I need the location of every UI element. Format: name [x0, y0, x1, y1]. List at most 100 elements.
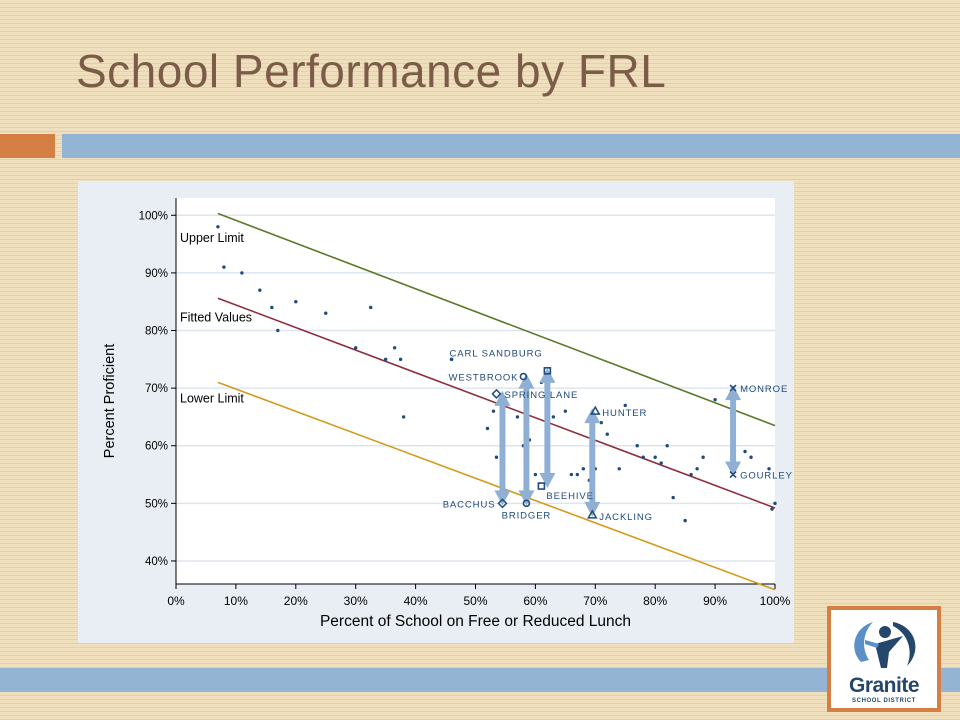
data-point: [749, 455, 753, 459]
comparison-arrow: [494, 390, 511, 506]
data-point: [551, 415, 556, 419]
line-label: Lower Limit: [180, 392, 244, 406]
y-axis-title: Percent Proficient: [102, 344, 118, 458]
comparison-arrow: [539, 367, 556, 489]
x-axis-title: Percent of School on Free or Reduced Lun…: [320, 613, 631, 630]
line-upper-limit: [217, 212, 776, 427]
x-tick-label: 100%: [760, 594, 791, 608]
y-tick-label: 60%: [145, 441, 168, 453]
school-marker: [729, 470, 737, 479]
school-marker: [590, 405, 601, 415]
school-label: BACCHUS: [443, 499, 496, 510]
data-point: [354, 346, 358, 350]
arrow-head-up: [539, 367, 556, 383]
y-tick-label: 100%: [139, 210, 168, 222]
accent-bar-orange: [0, 134, 55, 158]
x-tick-label: 60%: [523, 594, 547, 608]
data-point: [276, 328, 280, 333]
x-tick-label: 30%: [344, 594, 368, 608]
x-tick-label: 50%: [463, 594, 487, 608]
data-point: [713, 397, 717, 402]
data-point: [270, 305, 274, 310]
data-point: [398, 357, 403, 362]
logo-emblem-icon: [854, 622, 916, 668]
chart-panel: 40% 50% 60% 70% 80% 90% 100% 0% 10% 20% 30% 40% 50% 6…: [78, 181, 794, 643]
logo-subtitle: SCHOOL DISTRICT: [852, 698, 916, 704]
school-label: HUNTER: [602, 408, 647, 419]
data-point: [617, 467, 621, 471]
data-point: [491, 409, 496, 413]
data-point: [683, 518, 687, 523]
line-label: Upper Limit: [180, 231, 244, 245]
data-point: [383, 357, 388, 362]
data-point: [494, 455, 499, 459]
logo-wordmark: Granite: [848, 674, 920, 697]
x-tick-label: 0%: [167, 594, 185, 608]
data-point: [773, 501, 777, 506]
data-point: [324, 311, 328, 315]
line-lower-limit: [217, 381, 776, 591]
comparison-arrows: [494, 367, 742, 517]
data-point: [368, 305, 373, 310]
school-marker: [543, 367, 552, 375]
school-label: BEEHIVE: [546, 491, 593, 502]
data-point: [581, 467, 586, 471]
y-tick-label: 70%: [145, 383, 168, 395]
school-marker: [449, 357, 454, 362]
school-marker: [497, 498, 508, 509]
data-point: [485, 426, 490, 431]
grid-lines: [171, 198, 776, 589]
data-point: [743, 449, 747, 454]
data-point: [258, 288, 262, 292]
school-label: BRIDGER: [502, 510, 552, 521]
plot-area: [176, 198, 775, 584]
x-tick-label: 20%: [284, 594, 308, 608]
labeled-school-markers: [449, 357, 737, 519]
school-marker: [522, 499, 531, 508]
arrow-head-up: [518, 373, 535, 389]
data-point: [401, 415, 406, 419]
data-point: [515, 415, 520, 419]
accent-bar-blue-bottom: [0, 668, 960, 692]
slide-title: School Performance by FRL: [76, 45, 667, 97]
chart-text: 40% 50% 60% 70% 80% 90% 100% 0% 10% 20% 30% 40% 50% 6…: [102, 210, 793, 630]
data-point: [635, 444, 639, 448]
data-point: [689, 472, 693, 477]
scatter-chart: 40% 50% 60% 70% 80% 90% 100% 0% 10% 20% 30% 40% 50% 6…: [102, 198, 793, 630]
arrow-head-up: [494, 390, 511, 406]
data-point: [641, 455, 645, 459]
arrow-head-down: [518, 490, 535, 506]
school-label: GOURLEY: [740, 471, 793, 482]
school-label: MONROE: [740, 384, 788, 395]
data-point: [575, 472, 580, 477]
x-tick-label: 40%: [404, 594, 428, 608]
x-tick-label: 10%: [224, 594, 248, 608]
data-point: [563, 409, 568, 413]
school-label: WESTBROOK: [449, 373, 519, 384]
data-point: [605, 432, 609, 436]
data-point: [533, 472, 538, 477]
granite-logo: Granite SCHOOL DISTRICT: [827, 606, 941, 712]
data-point: [653, 455, 657, 459]
school-label: JACKLING: [599, 512, 653, 523]
data-point: [240, 271, 244, 275]
data-point: [599, 420, 603, 425]
school-marker: [519, 372, 528, 381]
data-point: [392, 346, 397, 350]
school-label: CARL SANDBURG: [450, 348, 543, 359]
data-point: [569, 472, 574, 477]
arrow-head-down: [725, 461, 742, 477]
logo-card: Granite SCHOOL DISTRICT: [831, 610, 937, 708]
x-stroke: [729, 470, 737, 479]
school-marker: [729, 384, 737, 392]
y-tick-label: 50%: [145, 498, 168, 510]
accent-bar-blue-top: [62, 134, 960, 158]
data-point: [767, 467, 771, 471]
data-point: [659, 461, 663, 465]
x-tick-label: 90%: [703, 594, 727, 608]
arrow-head-down: [494, 490, 511, 506]
school-marker: [587, 509, 598, 519]
x-tick-label: 80%: [643, 594, 667, 608]
y-tick-label: 80%: [145, 326, 168, 338]
x-tick-label: 70%: [583, 594, 607, 608]
